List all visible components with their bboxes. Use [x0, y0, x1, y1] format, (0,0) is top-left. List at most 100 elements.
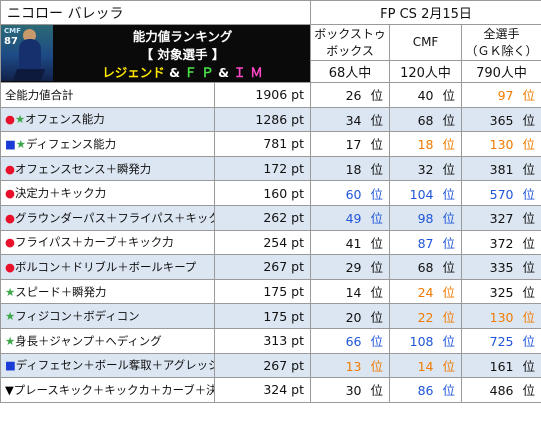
row-label: ディフェセン＋ボール奪取＋アグレッシブ	[15, 358, 215, 373]
row-label-cell: ★身長＋ジャンプ＋ヘディング	[0, 327, 215, 354]
row-label-cell: ■★ディフェンス能力	[0, 131, 215, 157]
row-label: 身長＋ジャンプ＋ヘディング	[15, 333, 162, 348]
table-row: ▼プレースキック＋キックカ＋カーブ＋決定力324 pt 30 位 86 位 486 位	[0, 377, 541, 403]
rank-value: 32	[417, 162, 434, 178]
hero-line2: 【 対象選手 】	[140, 47, 225, 62]
rank-unit: 位	[442, 162, 456, 178]
row-points: 781 pt	[213, 131, 312, 157]
rank-all: 161 位	[461, 352, 541, 379]
amp-2: &	[218, 65, 230, 80]
red-circle-icon: ●	[5, 186, 15, 201]
box-count: 68人中	[310, 60, 391, 83]
row-points: 313 pt	[213, 327, 312, 354]
rank-value: 22	[417, 309, 434, 325]
rank-value: 372	[489, 235, 514, 251]
green-star-icon: ★	[5, 333, 16, 348]
table-row: ■★ディフェンス能力 781 pt 17 位 18 位 130 位	[0, 131, 541, 157]
rank-value: 98	[417, 211, 434, 227]
rank-unit: 位	[370, 211, 384, 227]
rank-unit: 位	[370, 235, 384, 251]
row-points: 267 pt	[213, 254, 312, 280]
rank-unit: 位	[370, 162, 384, 178]
row-points: 324 pt	[213, 377, 312, 403]
red-circle-icon: ●	[5, 235, 15, 250]
rank-value: 161	[489, 358, 514, 374]
rank-unit: 位	[522, 211, 536, 227]
rank-cmf: 14 位	[389, 352, 463, 379]
rank-box: 29 位	[310, 254, 391, 280]
black-triangle-icon: ▼	[5, 382, 14, 397]
row-label-cell: ●グラウンダーパス＋フライパス＋キック力	[0, 204, 215, 231]
rank-box: 17 位	[310, 131, 391, 157]
row-points: 175 pt	[213, 303, 312, 329]
row-label: プレースキック＋キックカ＋カーブ＋決定力	[13, 382, 214, 397]
green-star-icon: ★	[14, 112, 26, 127]
rank-all: 570 位	[461, 180, 541, 206]
rank-box: 14 位	[310, 278, 391, 305]
rank-value: 66	[345, 334, 362, 350]
rank-cmf: 68 位	[389, 106, 463, 133]
row-label-cell: 全能力値合計	[0, 82, 215, 108]
rank-all: 327 位	[461, 204, 541, 231]
ranking-table: ニコロー バレッラ FP CS 2月15日 CMF 87 能力値ランキング 【 …	[0, 0, 541, 403]
rank-unit: 位	[442, 285, 456, 301]
row-label: ディフェンス能力	[25, 136, 117, 151]
rank-unit: 位	[370, 112, 384, 128]
rank-value: 14	[345, 285, 362, 301]
green-star-icon: ★	[15, 136, 26, 151]
row-label: 決定力＋キック力	[14, 186, 107, 201]
rank-box: 66 位	[310, 327, 391, 354]
table-row: ★身長＋ジャンプ＋ヘディング 313 pt 66 位 108 位 725 位	[0, 327, 541, 354]
rank-unit: 位	[522, 88, 536, 104]
row-label: グラウンダーパス＋フライパス＋キック力	[14, 210, 215, 225]
row-points: 160 pt	[213, 180, 312, 206]
amp-1: &	[169, 65, 181, 80]
rank-box: 49 位	[310, 204, 391, 231]
rank-unit: 位	[522, 309, 536, 325]
rank-unit: 位	[522, 112, 536, 128]
col-header-cmf: CMF	[389, 24, 463, 61]
table-row: ●グラウンダーパス＋フライパス＋キック力 262 pt 49 位 98 位 327 位	[0, 204, 541, 231]
row-points: 267 pt	[213, 352, 312, 379]
row-label: 全能力値合計	[5, 87, 74, 102]
rank-value: 68	[417, 260, 434, 276]
rank-value: 68	[417, 112, 434, 128]
row-points: 1906 pt	[213, 82, 312, 108]
rank-unit: 位	[370, 88, 384, 104]
rank-box: 30 位	[310, 377, 391, 403]
rank-unit: 位	[442, 260, 456, 276]
rank-value: 40	[417, 88, 434, 104]
rank-value: 14	[417, 358, 434, 374]
row-label-cell: ●決定力＋キック力	[0, 180, 215, 206]
col-header-all-line2: （ＧＫ除く）	[465, 43, 538, 58]
rank-unit: 位	[442, 112, 456, 128]
blue-square-icon: ■	[5, 358, 16, 373]
rank-unit: 位	[442, 88, 456, 104]
card-position: CMF	[4, 27, 21, 35]
rank-all: 97 位	[461, 82, 541, 108]
row-label: フィジコン＋ボディコン	[15, 309, 140, 324]
rank-value: 97	[497, 88, 514, 104]
row-label-cell: ▼プレースキック＋キックカ＋カーブ＋決定力	[0, 377, 215, 403]
rank-value: 30	[345, 383, 362, 399]
row-points: 172 pt	[213, 155, 312, 182]
hero-line3: レジェンド & Ｆ Ｐ & Ｉ Ｍ	[55, 64, 310, 82]
rank-value: 49	[345, 211, 362, 227]
row-label: スピード＋瞬発力	[15, 284, 107, 299]
rank-box: 41 位	[310, 229, 391, 256]
ranking-rows: 全能力値合計 1906 pt 26 位 40 位 97 位 ●★オフェンス能力 1286 pt 34…	[0, 82, 541, 403]
rank-cmf: 98 位	[389, 204, 463, 231]
rank-value: 335	[489, 260, 514, 276]
rank-unit: 位	[522, 235, 536, 251]
table-row: ●決定力＋キック力 160 pt 60 位 104 位 570 位	[0, 180, 541, 206]
rank-value: 725	[489, 334, 514, 350]
date-label: FP CS 2月15日	[310, 0, 541, 25]
player-name: ニコロー バレッラ	[0, 0, 312, 25]
rank-box: 18 位	[310, 155, 391, 182]
row-label-cell: ★フィジコン＋ボディコン	[0, 303, 215, 329]
hero-banner: CMF 87 能力値ランキング 【 対象選手 】 レジェンド & Ｆ Ｐ & Ｉ…	[0, 24, 312, 83]
col-header-box: ボックストゥ ボックス	[310, 24, 391, 61]
row-points: 254 pt	[213, 229, 312, 256]
rank-all: 381 位	[461, 155, 541, 182]
row-label-cell: ■ディフェセン＋ボール奪取＋アグレッシブ	[0, 352, 215, 379]
